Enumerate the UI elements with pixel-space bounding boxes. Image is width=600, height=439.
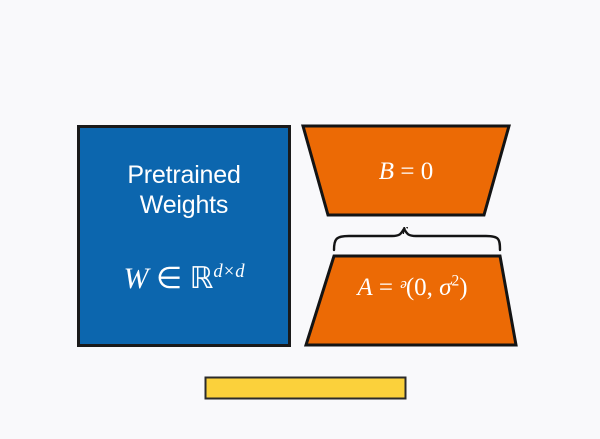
pretrained-weights-line1: Pretrained: [127, 161, 241, 189]
weight-dimension-exponent: d×d: [213, 261, 245, 282]
matrix-a-symbol: A: [357, 274, 373, 301]
rank-brace-label: r: [402, 222, 408, 238]
element-of-symbol: ∈: [148, 262, 190, 295]
output-bar-rect: [204, 376, 407, 400]
weight-symbol: W: [123, 262, 149, 295]
weight-matrix-formula: W ∈ ℝd×d: [78, 261, 290, 295]
rank-brace-path: [332, 227, 502, 252]
normal-distribution-symbol: ᵊ: [399, 274, 406, 301]
matrix-b-label: B = 0: [330, 159, 482, 184]
matrix-b-symbol: B: [378, 158, 395, 185]
pretrained-weights-label: Pretrained Weights: [78, 161, 290, 220]
matrix-a-shape: [303, 254, 518, 347]
matrix-b-equals: =: [394, 158, 421, 185]
matrix-a-label: A = ᵊ(0, σ2): [310, 272, 515, 301]
matrix-b-value: 0: [420, 158, 434, 185]
pretrained-weights-rect: [77, 125, 291, 347]
real-numbers-symbol: ℝ: [189, 262, 214, 295]
sigma-exponent: 2: [451, 272, 460, 290]
pretrained-weights-line2: Weights: [139, 190, 229, 219]
matrix-a-equals: =: [372, 274, 400, 301]
matrix-a-args-open: (0,: [405, 274, 440, 301]
matrix-b-shape: [301, 124, 511, 217]
sigma-symbol: σ: [439, 274, 452, 301]
matrix-a-args-close: ): [459, 274, 468, 301]
